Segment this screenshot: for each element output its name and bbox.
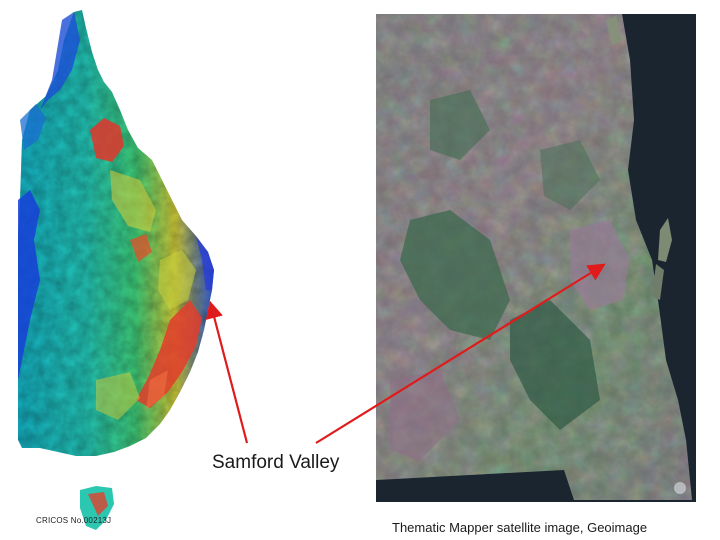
highland-north bbox=[90, 118, 124, 162]
satellite-image bbox=[376, 14, 696, 502]
cricos-label: CRICOS No.00213J bbox=[36, 516, 112, 525]
elevation-map bbox=[18, 10, 214, 530]
location-label: Samford Valley bbox=[212, 452, 340, 473]
image-credit: Thematic Mapper satellite image, Geoimag… bbox=[392, 520, 648, 535]
lowland-coast bbox=[18, 190, 40, 380]
geoimage-logo bbox=[674, 482, 686, 494]
offshore-island bbox=[658, 218, 672, 262]
